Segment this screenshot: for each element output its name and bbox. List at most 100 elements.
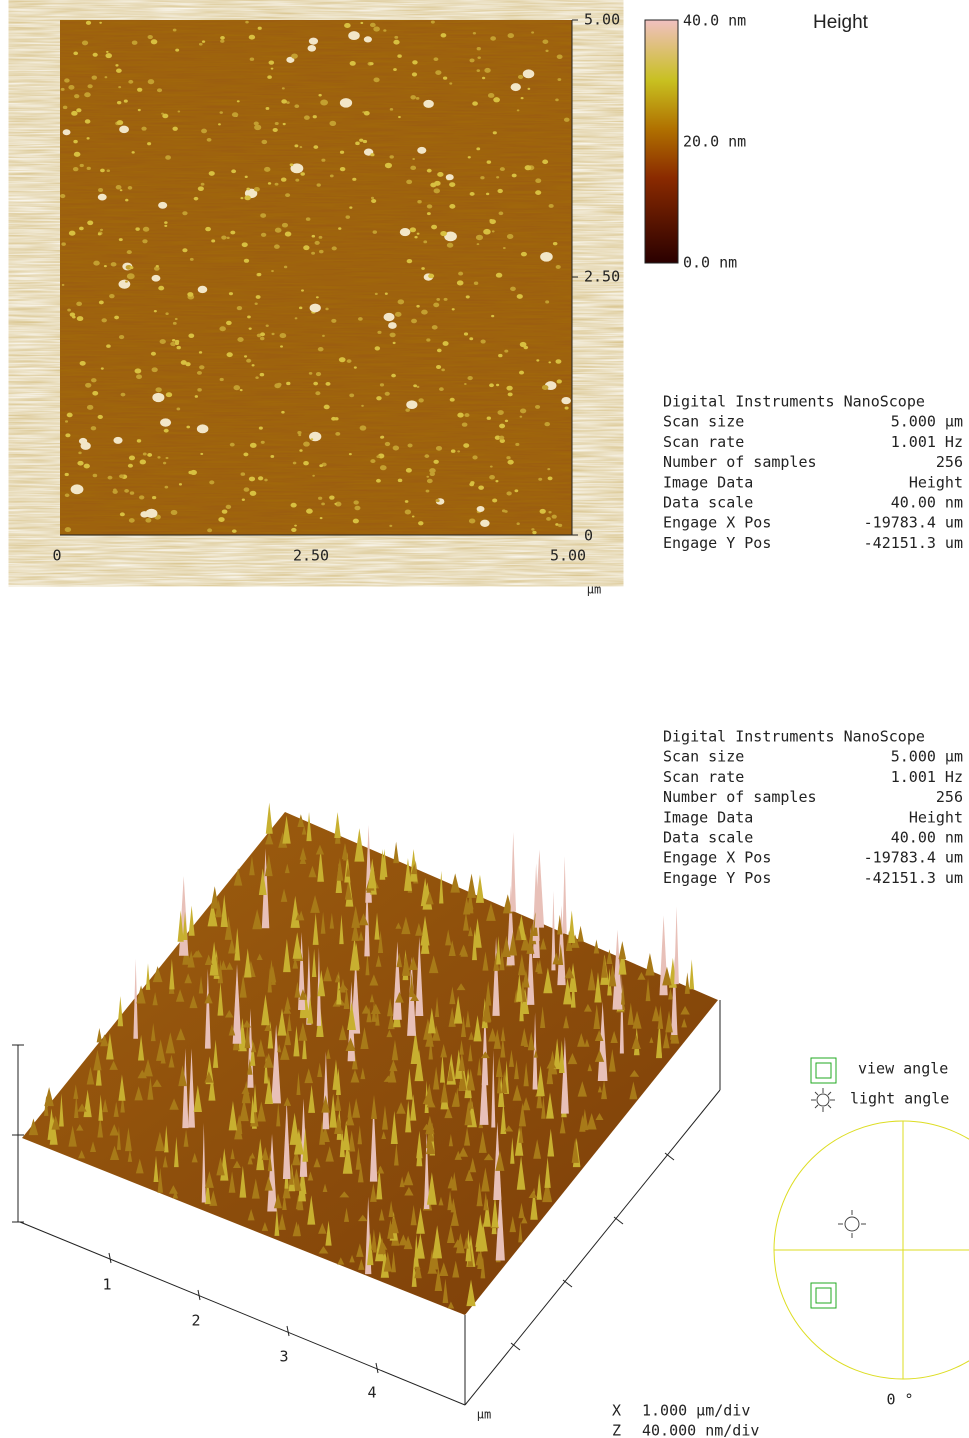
- view-marker: [811, 1283, 836, 1308]
- legend-label: light angle: [850, 1090, 949, 1108]
- grain: [291, 54, 298, 59]
- grain: [536, 359, 539, 361]
- grain: [247, 315, 251, 318]
- grain: [226, 321, 232, 325]
- grain: [256, 295, 261, 299]
- grain: [261, 233, 266, 237]
- grain: [340, 151, 344, 154]
- grain: [166, 457, 169, 459]
- angle-dial: [774, 1121, 969, 1379]
- grain: [433, 460, 438, 464]
- grain: [104, 265, 107, 267]
- grain: [266, 107, 270, 110]
- grain: [80, 164, 84, 167]
- grain: [464, 332, 468, 335]
- grain: [165, 312, 168, 315]
- grain: [105, 76, 108, 78]
- grain: [186, 426, 190, 429]
- grain: [515, 443, 519, 446]
- info-value: -19783.4 um: [864, 849, 963, 867]
- grain: [198, 286, 208, 293]
- grain: [275, 122, 279, 125]
- info-key: Scan rate: [663, 433, 744, 451]
- grain: [405, 500, 409, 503]
- grain: [412, 60, 417, 64]
- grain: [171, 510, 178, 515]
- x-tick-label: 2.50: [293, 547, 329, 565]
- grain: [370, 153, 374, 156]
- grain: [112, 490, 117, 494]
- grain: [423, 100, 434, 108]
- grain: [490, 466, 493, 468]
- grain: [145, 518, 151, 523]
- grain: [318, 347, 324, 351]
- grain: [431, 225, 437, 230]
- grain: [531, 31, 534, 33]
- grain: [321, 159, 325, 162]
- grain: [474, 282, 478, 285]
- grain: [467, 376, 472, 380]
- grain: [291, 528, 296, 532]
- grain: [535, 190, 541, 195]
- grain: [79, 227, 84, 231]
- grain: [118, 86, 121, 88]
- grain: [393, 342, 396, 344]
- unit: µm: [477, 1408, 491, 1422]
- grain: [137, 88, 142, 92]
- grain: [538, 478, 542, 481]
- grain: [417, 386, 420, 388]
- grain: [508, 392, 513, 396]
- grain: [262, 140, 268, 144]
- grain: [489, 219, 492, 222]
- height-map-texture: [60, 20, 572, 535]
- grain: [359, 139, 363, 142]
- grain: [405, 408, 410, 411]
- grain: [400, 228, 411, 236]
- grain: [119, 126, 129, 134]
- grain: [394, 36, 398, 39]
- info-key: Image Data: [663, 808, 753, 826]
- grain: [492, 499, 497, 503]
- grain: [385, 163, 392, 168]
- grain: [260, 337, 264, 340]
- grain: [220, 36, 225, 40]
- grain: [449, 182, 455, 187]
- grain: [320, 517, 323, 519]
- grain: [113, 437, 122, 444]
- grain: [468, 156, 471, 158]
- grain: [477, 47, 481, 50]
- grain: [373, 230, 377, 233]
- grain: [346, 215, 351, 218]
- grain: [297, 431, 301, 434]
- grain: [182, 211, 187, 215]
- grain: [430, 183, 436, 188]
- grain: [106, 344, 111, 348]
- grain: [542, 385, 549, 390]
- spike: [511, 832, 516, 912]
- grain: [477, 243, 480, 245]
- grain: [317, 183, 321, 186]
- grain: [244, 259, 249, 263]
- grain: [320, 100, 328, 106]
- grain: [470, 481, 474, 484]
- grain: [326, 382, 331, 386]
- grain: [410, 95, 416, 99]
- grain: [390, 108, 393, 111]
- grain: [92, 391, 98, 396]
- grain: [373, 27, 380, 32]
- grain: [447, 243, 453, 248]
- grain: [147, 453, 152, 457]
- grain: [338, 227, 341, 230]
- x-tick-label: 0: [52, 547, 61, 565]
- grain: [73, 167, 78, 171]
- grain: [535, 405, 540, 409]
- grain: [285, 232, 292, 237]
- grain: [71, 111, 77, 116]
- grain: [87, 220, 93, 225]
- grain: [268, 182, 271, 185]
- grain: [157, 88, 162, 92]
- grain: [477, 56, 481, 59]
- grain: [319, 236, 323, 239]
- grain: [439, 387, 444, 391]
- grain: [437, 349, 442, 353]
